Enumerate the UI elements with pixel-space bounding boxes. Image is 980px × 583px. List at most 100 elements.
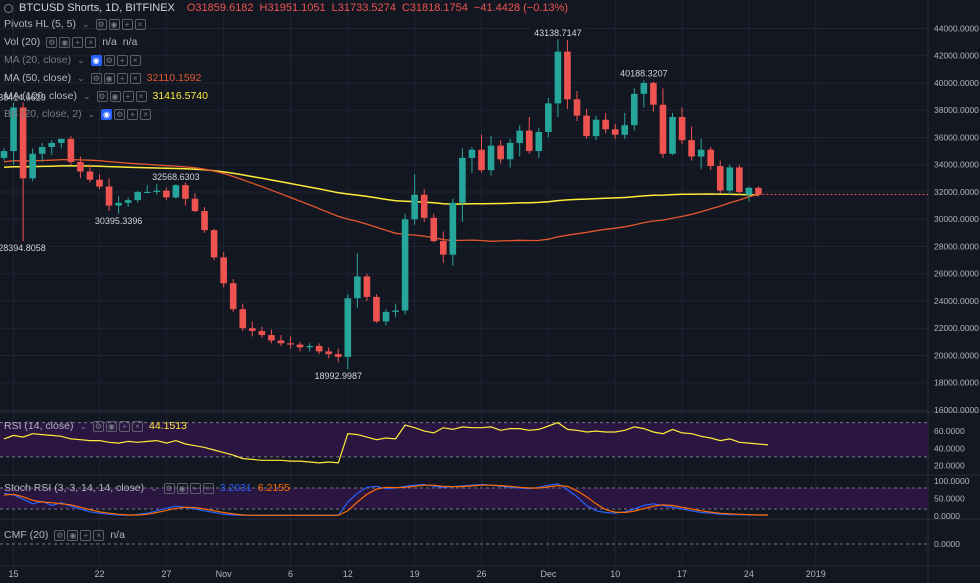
stoch-rsi-legend[interactable]: Stoch RSI (3, 3, 14, 14, close) ⌄ ⚙ ◉ + × 3.… <box>4 481 290 495</box>
indicator-label[interactable]: RSI (14, close) <box>4 420 74 432</box>
candle-body <box>182 185 189 199</box>
indicator-pivots[interactable]: Pivots HL (5, 5) ⌄ ⚙ ◉ + × <box>4 17 146 31</box>
eye-off-icon[interactable]: ◉ <box>90 54 102 66</box>
close-icon[interactable]: × <box>140 108 152 120</box>
candle <box>143 185 151 194</box>
indicator-label[interactable]: Stoch RSI (3, 3, 14, 14, close) <box>4 482 145 494</box>
chevron-down-icon[interactable]: ⌄ <box>150 482 158 493</box>
price-tick-label: 44000.0000 <box>934 23 979 33</box>
close-icon[interactable]: × <box>134 18 146 30</box>
rsi-tick-label: 60.0000 <box>934 426 965 436</box>
eye-icon[interactable]: ◉ <box>59 36 71 48</box>
indicator-label[interactable]: BB (20, close, 2) <box>4 108 82 120</box>
candle <box>134 190 141 203</box>
eye-icon[interactable]: ◉ <box>67 529 79 541</box>
close-icon[interactable]: × <box>129 54 141 66</box>
close-icon[interactable]: × <box>129 72 141 84</box>
candle-body <box>382 311 390 322</box>
candle-body <box>697 149 705 157</box>
candle-body <box>621 125 629 135</box>
candle-body <box>344 298 352 357</box>
indicator-label[interactable]: Vol (20) <box>4 36 41 48</box>
indicator-bb[interactable]: BB (20, close, 2) ⌄ ◉ ⚙ + × <box>4 107 152 121</box>
ma50-line <box>3 159 759 242</box>
candle-body <box>420 194 428 218</box>
indicator-label[interactable]: MA (50, close) <box>4 72 72 84</box>
more-icon[interactable]: + <box>116 72 128 84</box>
more-icon[interactable]: + <box>119 420 130 432</box>
candle-body <box>210 230 218 258</box>
candle <box>506 138 514 168</box>
candle-body <box>163 190 170 198</box>
candle <box>38 142 46 162</box>
settings-icon[interactable]: ⚙ <box>114 108 126 120</box>
indicator-ma50[interactable]: MA (50, close) ⌄ ⚙ ◉ + × 32110.1592 <box>4 71 201 85</box>
indicator-label[interactable]: MA (20, close) <box>4 54 72 66</box>
more-icon[interactable]: + <box>127 108 139 120</box>
indicator-label[interactable]: Pivots HL (5, 5) <box>4 18 76 30</box>
indicator-label[interactable]: MA (100, close) <box>4 90 77 102</box>
candle <box>10 97 17 165</box>
chevron-down-icon[interactable]: ⌄ <box>82 90 91 101</box>
candle <box>678 107 686 145</box>
chevron-down-icon[interactable]: ⌄ <box>77 54 85 65</box>
candle <box>516 125 523 157</box>
eye-icon[interactable]: ◉ <box>103 72 115 84</box>
eye-icon[interactable]: ◉ <box>108 18 120 30</box>
eye-off-icon[interactable]: ◉ <box>101 108 113 120</box>
price-tick-label: 18000.0000 <box>934 378 979 388</box>
candle <box>602 112 609 134</box>
more-icon[interactable]: + <box>72 36 84 48</box>
candle <box>172 184 180 199</box>
more-icon[interactable]: + <box>122 90 134 102</box>
eye-icon[interactable]: ◉ <box>176 482 188 494</box>
more-icon[interactable]: + <box>189 482 201 494</box>
settings-icon[interactable]: ⚙ <box>96 90 108 102</box>
chevron-down-icon[interactable]: ⌄ <box>81 18 90 29</box>
more-icon[interactable]: + <box>116 54 128 66</box>
more-icon[interactable]: + <box>121 18 133 30</box>
close-icon[interactable]: × <box>202 482 214 494</box>
close-icon[interactable]: × <box>93 529 105 541</box>
candle-body <box>459 157 466 203</box>
price-tick-label: 28000.0000 <box>934 241 979 251</box>
close-icon[interactable]: × <box>85 36 97 48</box>
candle-body <box>86 171 94 180</box>
indicator-vol[interactable]: Vol (20) ⚙ ◉ + × n/a n/a <box>4 35 137 49</box>
cmf-legend[interactable]: CMF (20) ⚙ ◉ + × n/a <box>4 528 125 542</box>
candle-body <box>631 93 638 126</box>
candle <box>210 228 218 261</box>
settings-icon[interactable]: ⚙ <box>163 482 175 494</box>
rsi-tick-label: 40.0000 <box>934 443 965 453</box>
chevron-down-icon[interactable]: ⌄ <box>77 72 85 83</box>
settings-icon[interactable]: ⚙ <box>54 529 66 541</box>
candle-body <box>96 179 103 187</box>
chevron-down-icon[interactable]: ⌄ <box>87 108 96 119</box>
settings-icon[interactable]: ⚙ <box>90 72 102 84</box>
candle-body <box>249 328 256 331</box>
settings-icon[interactable]: ⚙ <box>103 54 115 66</box>
candle-body <box>411 194 418 220</box>
settings-icon[interactable]: ⚙ <box>46 36 58 48</box>
candle-body <box>143 191 151 193</box>
settings-icon[interactable]: ⚙ <box>93 420 104 432</box>
eye-icon[interactable]: ◉ <box>106 420 117 432</box>
candle <box>277 335 285 346</box>
chevron-down-icon[interactable]: ⌄ <box>79 420 87 431</box>
indicator-label[interactable]: CMF (20) <box>4 529 49 541</box>
candle <box>382 309 390 326</box>
close-icon[interactable]: × <box>132 420 143 432</box>
indicator-ma100[interactable]: MA (100, close) ⌄ ⚙ ◉ + × 31416.5740 <box>4 89 208 103</box>
candle <box>96 174 103 190</box>
candle <box>287 336 294 349</box>
symbol-title[interactable]: BTCUSD Shorts, 1D, BITFINEX <box>19 2 175 14</box>
eye-icon[interactable]: ◉ <box>109 90 121 102</box>
settings-icon[interactable]: ⚙ <box>95 18 107 30</box>
rsi-legend[interactable]: RSI (14, close) ⌄ ⚙ ◉ + × 44.1513 <box>4 419 187 433</box>
close-icon[interactable]: × <box>135 90 147 102</box>
indicator-ma20[interactable]: MA (20, close) ⌄ ◉ ⚙ + × <box>4 53 141 67</box>
candle-body <box>153 190 161 192</box>
candle-body <box>191 198 199 212</box>
more-icon[interactable]: + <box>80 529 92 541</box>
